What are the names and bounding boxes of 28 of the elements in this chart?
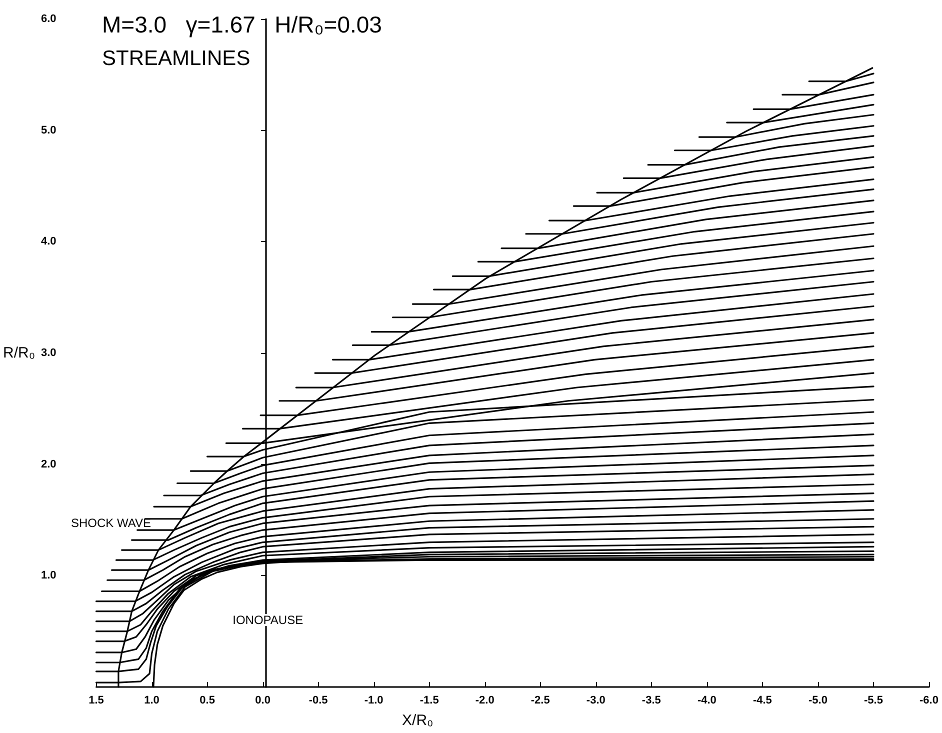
y-tick-label: 6.0	[40, 13, 56, 25]
y-tick-label: 2.0	[40, 458, 56, 470]
x-tick-label: -5.5	[864, 694, 883, 706]
text: STREAMLINES	[102, 47, 250, 70]
x-tick-label: -4.5	[752, 694, 772, 706]
x-tick-label: -0.5	[308, 694, 328, 706]
x-tick-label: 1.5	[88, 694, 104, 706]
x-tick-label: -2.0	[475, 694, 494, 706]
x-tick-label: -1.0	[364, 694, 384, 706]
x-tick-label: -2.5	[530, 694, 550, 706]
y-tick-label: 4.0	[40, 236, 56, 248]
x-tick-label: -4.0	[697, 694, 716, 706]
x-tick-label: 0.0	[255, 694, 270, 706]
x-tick-label: -5.0	[808, 694, 828, 706]
y-tick-label: 5.0	[40, 124, 56, 136]
x-tick-label: 0.5	[200, 694, 215, 706]
annotation: IONOPAUSE	[232, 613, 304, 627]
y-tick-label: 3.0	[40, 347, 56, 359]
x-tick-label: -3.0	[586, 694, 606, 706]
annotation: SHOCK WAVE	[70, 516, 151, 530]
chart-title: M=3.0 γ=1.67 H/R₀=0.03	[102, 12, 382, 38]
y-axis-title: R/R₀	[2, 344, 36, 362]
x-axis-title: X/R₀	[402, 712, 434, 729]
x-tick-label: -3.5	[642, 694, 661, 706]
x-tick-label: -1.5	[420, 694, 439, 706]
x-tick-label: 1.0	[144, 694, 160, 706]
y-tick-label: 1.0	[40, 570, 56, 582]
x-tick-label: -6.0	[920, 694, 938, 706]
